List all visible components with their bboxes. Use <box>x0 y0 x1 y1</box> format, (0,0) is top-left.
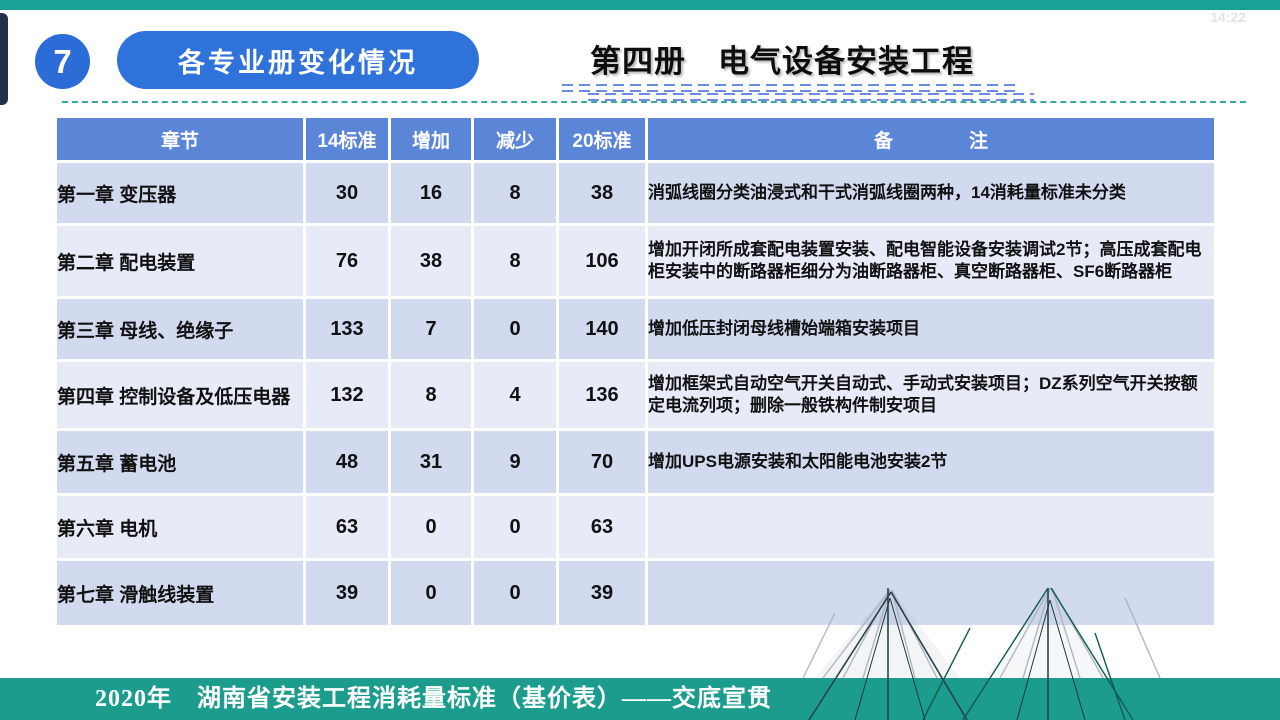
col-header-std20: 20标准 <box>559 118 645 160</box>
cell-chapter: 第五章 蓄电池 <box>57 431 303 493</box>
cell-std20: 63 <box>559 496 645 558</box>
cell-remark: 增加UPS电源安装和太阳能电池安装2节 <box>648 431 1214 493</box>
cell-chapter: 第六章 电机 <box>57 496 303 558</box>
cell-std14: 48 <box>306 431 388 493</box>
cell-std14: 30 <box>306 163 388 223</box>
cell-removed: 0 <box>474 299 556 359</box>
cell-std14: 133 <box>306 299 388 359</box>
title-underline-dashes-1 <box>562 84 1018 92</box>
table-row: 第二章 配电装置 76 38 8 106 增加开闭所成套配电装置安装、配电智能设… <box>57 226 1214 296</box>
cell-chapter: 第一章 变压器 <box>57 163 303 223</box>
cell-added: 31 <box>391 431 471 493</box>
timestamp-watermark: 14:22 <box>1210 9 1246 25</box>
cell-remark: 增加框架式自动空气开关自动式、手动式安装项目；DZ系列空气开关按额定电流列项；删… <box>648 362 1214 428</box>
top-accent-bar <box>0 0 1280 10</box>
cell-removed: 8 <box>474 163 556 223</box>
cell-std20: 70 <box>559 431 645 493</box>
cell-std20: 136 <box>559 362 645 428</box>
title-underline-dashes-2 <box>588 93 1034 101</box>
section-title-pill: 各专业册变化情况 <box>117 31 479 89</box>
col-header-removed: 减少 <box>474 118 556 160</box>
table-row: 第一章 变压器 30 16 8 38 消弧线圈分类油浸式和干式消弧线圈两种，14… <box>57 163 1214 223</box>
col-header-added: 增加 <box>391 118 471 160</box>
cell-added: 8 <box>391 362 471 428</box>
cell-added: 7 <box>391 299 471 359</box>
cell-remark <box>648 496 1214 558</box>
footer-caption: 2020年 湖南省安装工程消耗量标准（基价表）——交底宣贯 <box>95 686 772 712</box>
chapter-change-table-wrap: 章节 14标准 增加 减少 20标准 备 注 第一章 变压器 30 16 8 3… <box>54 115 1217 628</box>
cell-remark <box>648 561 1214 625</box>
left-edge-notch <box>0 13 8 105</box>
cell-removed: 8 <box>474 226 556 296</box>
cell-added: 0 <box>391 496 471 558</box>
cell-removed: 0 <box>474 561 556 625</box>
table-row: 第三章 母线、绝缘子 133 7 0 140 增加低压封闭母线槽始端箱安装项目 <box>57 299 1214 359</box>
cell-std20: 140 <box>559 299 645 359</box>
cell-std20: 39 <box>559 561 645 625</box>
cell-std20: 106 <box>559 226 645 296</box>
cell-removed: 4 <box>474 362 556 428</box>
cell-std14: 39 <box>306 561 388 625</box>
page-title: 第四册 电气设备安装工程 <box>590 44 974 79</box>
col-header-remark: 备 注 <box>648 118 1214 160</box>
table-row: 第五章 蓄电池 48 31 9 70 增加UPS电源安装和太阳能电池安装2节 <box>57 431 1214 493</box>
cell-std14: 132 <box>306 362 388 428</box>
header-divider-line <box>62 101 1246 103</box>
cell-remark: 增加低压封闭母线槽始端箱安装项目 <box>648 299 1214 359</box>
cell-chapter: 第三章 母线、绝缘子 <box>57 299 303 359</box>
table-row: 第四章 控制设备及低压电器 132 8 4 136 增加框架式自动空气开关自动式… <box>57 362 1214 428</box>
cell-removed: 0 <box>474 496 556 558</box>
table-header-row: 章节 14标准 增加 减少 20标准 备 注 <box>57 118 1214 160</box>
cell-added: 38 <box>391 226 471 296</box>
col-header-chapter: 章节 <box>57 118 303 160</box>
cell-std20: 38 <box>559 163 645 223</box>
cell-remark: 消弧线圈分类油浸式和干式消弧线圈两种，14消耗量标准未分类 <box>648 163 1214 223</box>
chapter-change-table: 章节 14标准 增加 减少 20标准 备 注 第一章 变压器 30 16 8 3… <box>54 115 1217 628</box>
cell-std14: 76 <box>306 226 388 296</box>
table-row: 第七章 滑触线装置 39 0 0 39 <box>57 561 1214 625</box>
cell-removed: 9 <box>474 431 556 493</box>
cell-added: 0 <box>391 561 471 625</box>
cell-added: 16 <box>391 163 471 223</box>
cell-chapter: 第七章 滑触线装置 <box>57 561 303 625</box>
table-row: 第六章 电机 63 0 0 63 <box>57 496 1214 558</box>
cell-chapter: 第四章 控制设备及低压电器 <box>57 362 303 428</box>
cell-chapter: 第二章 配电装置 <box>57 226 303 296</box>
cell-std14: 63 <box>306 496 388 558</box>
col-header-std14: 14标准 <box>306 118 388 160</box>
cell-remark: 增加开闭所成套配电装置安装、配电智能设备安装调试2节；高压成套配电柜安装中的断路… <box>648 226 1214 296</box>
section-number-badge: 7 <box>35 34 90 89</box>
footer-bar: 2020年 湖南省安装工程消耗量标准（基价表）——交底宣贯 <box>0 678 1280 720</box>
